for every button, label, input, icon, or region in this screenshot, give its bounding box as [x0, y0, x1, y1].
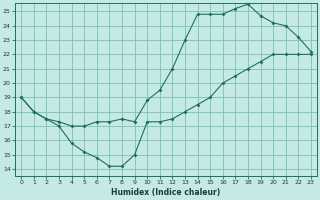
X-axis label: Humidex (Indice chaleur): Humidex (Indice chaleur)	[111, 188, 221, 197]
